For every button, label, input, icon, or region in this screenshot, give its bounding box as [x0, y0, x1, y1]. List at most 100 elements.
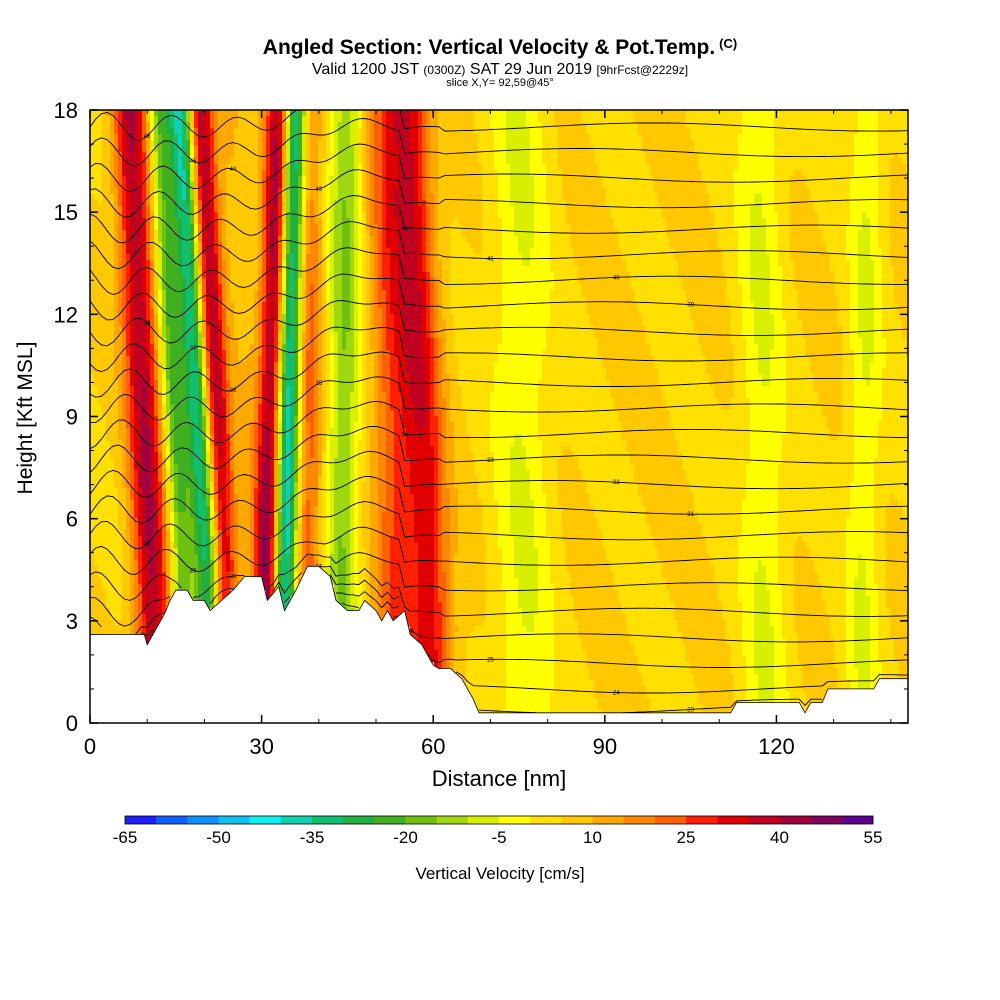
velocity-cell: [782, 116, 787, 123]
velocity-cell: [198, 152, 203, 159]
velocity-cell: [306, 116, 311, 123]
velocity-cell: [598, 164, 603, 171]
velocity-cell: [386, 188, 391, 195]
velocity-cell: [338, 206, 343, 213]
velocity-cell: [638, 242, 643, 249]
velocity-cell: [478, 248, 483, 255]
velocity-cell: [154, 248, 159, 255]
velocity-cell: [102, 194, 107, 201]
velocity-cell: [854, 242, 859, 249]
velocity-cell: [190, 230, 195, 237]
velocity-cell: [726, 134, 731, 141]
velocity-cell: [802, 182, 807, 189]
velocity-cell: [594, 116, 599, 123]
velocity-cell: [726, 158, 731, 165]
velocity-cell: [186, 242, 191, 249]
velocity-cell: [818, 224, 823, 231]
velocity-cell: [570, 200, 575, 207]
velocity-cell: [478, 152, 483, 159]
velocity-cell: [414, 122, 419, 129]
velocity-cell: [446, 158, 451, 165]
velocity-cell: [394, 146, 399, 153]
velocity-cell: [662, 188, 667, 195]
velocity-cell: [726, 230, 731, 237]
velocity-cell: [454, 122, 459, 129]
velocity-cell: [586, 188, 591, 195]
velocity-cell: [850, 182, 855, 189]
velocity-cell: [590, 236, 595, 243]
velocity-cell: [230, 158, 235, 165]
velocity-cell: [226, 248, 231, 255]
velocity-cell: [598, 218, 603, 225]
velocity-cell: [238, 230, 243, 237]
velocity-cell: [750, 170, 755, 177]
velocity-cell: [274, 116, 279, 123]
velocity-cell: [798, 248, 803, 255]
velocity-cell: [262, 110, 267, 117]
velocity-cell: [222, 230, 227, 237]
velocity-cell: [558, 152, 563, 159]
velocity-cell: [698, 206, 703, 213]
velocity-cell: [214, 224, 219, 231]
velocity-cell: [526, 242, 531, 249]
velocity-cell: [562, 242, 567, 249]
velocity-cell: [118, 200, 123, 207]
velocity-cell: [678, 158, 683, 165]
velocity-cell: [270, 212, 275, 219]
velocity-cell: [670, 152, 675, 159]
velocity-cell: [762, 146, 767, 153]
velocity-cell: [534, 128, 539, 135]
velocity-cell: [162, 236, 167, 243]
velocity-cell: [798, 194, 803, 201]
velocity-cell: [118, 236, 123, 243]
velocity-cell: [270, 206, 275, 213]
velocity-cell: [242, 152, 247, 159]
velocity-cell: [486, 212, 491, 219]
velocity-cell: [826, 206, 831, 213]
velocity-cell: [222, 206, 227, 213]
velocity-cell: [906, 200, 908, 207]
velocity-cell: [430, 248, 435, 255]
velocity-cell: [254, 224, 259, 231]
velocity-cell: [134, 170, 139, 177]
velocity-cell: [306, 248, 311, 255]
velocity-cell: [498, 188, 503, 195]
velocity-cell: [646, 170, 651, 177]
velocity-cell: [414, 200, 419, 207]
velocity-cell: [598, 116, 603, 123]
velocity-cell: [550, 242, 555, 249]
velocity-cell: [174, 194, 179, 201]
velocity-cell: [570, 146, 575, 153]
velocity-cell: [126, 164, 131, 171]
velocity-cell: [762, 236, 767, 243]
velocity-cell: [586, 248, 591, 255]
velocity-cell: [590, 182, 595, 189]
velocity-cell: [174, 146, 179, 153]
velocity-cell: [698, 110, 703, 117]
velocity-cell: [398, 236, 403, 243]
velocity-cell: [618, 140, 623, 147]
velocity-cell: [818, 248, 823, 255]
velocity-cell: [730, 116, 735, 123]
velocity-cell: [458, 188, 463, 195]
velocity-cell: [834, 218, 839, 225]
velocity-cell: [766, 110, 771, 117]
velocity-cell: [450, 194, 455, 201]
velocity-cell: [174, 140, 179, 147]
velocity-cell: [586, 170, 591, 177]
velocity-cell: [666, 158, 671, 165]
velocity-cell: [722, 110, 727, 117]
velocity-cell: [530, 170, 535, 177]
velocity-cell: [94, 200, 99, 207]
velocity-cell: [758, 188, 763, 195]
velocity-cell: [578, 128, 583, 135]
velocity-cell: [902, 230, 907, 237]
velocity-cell: [102, 236, 107, 243]
velocity-cell: [654, 164, 659, 171]
velocity-cell: [570, 236, 575, 243]
velocity-cell: [394, 248, 399, 255]
velocity-cell: [790, 140, 795, 147]
velocity-cell: [314, 152, 319, 159]
velocity-cell: [770, 134, 775, 141]
velocity-cell: [270, 110, 275, 117]
